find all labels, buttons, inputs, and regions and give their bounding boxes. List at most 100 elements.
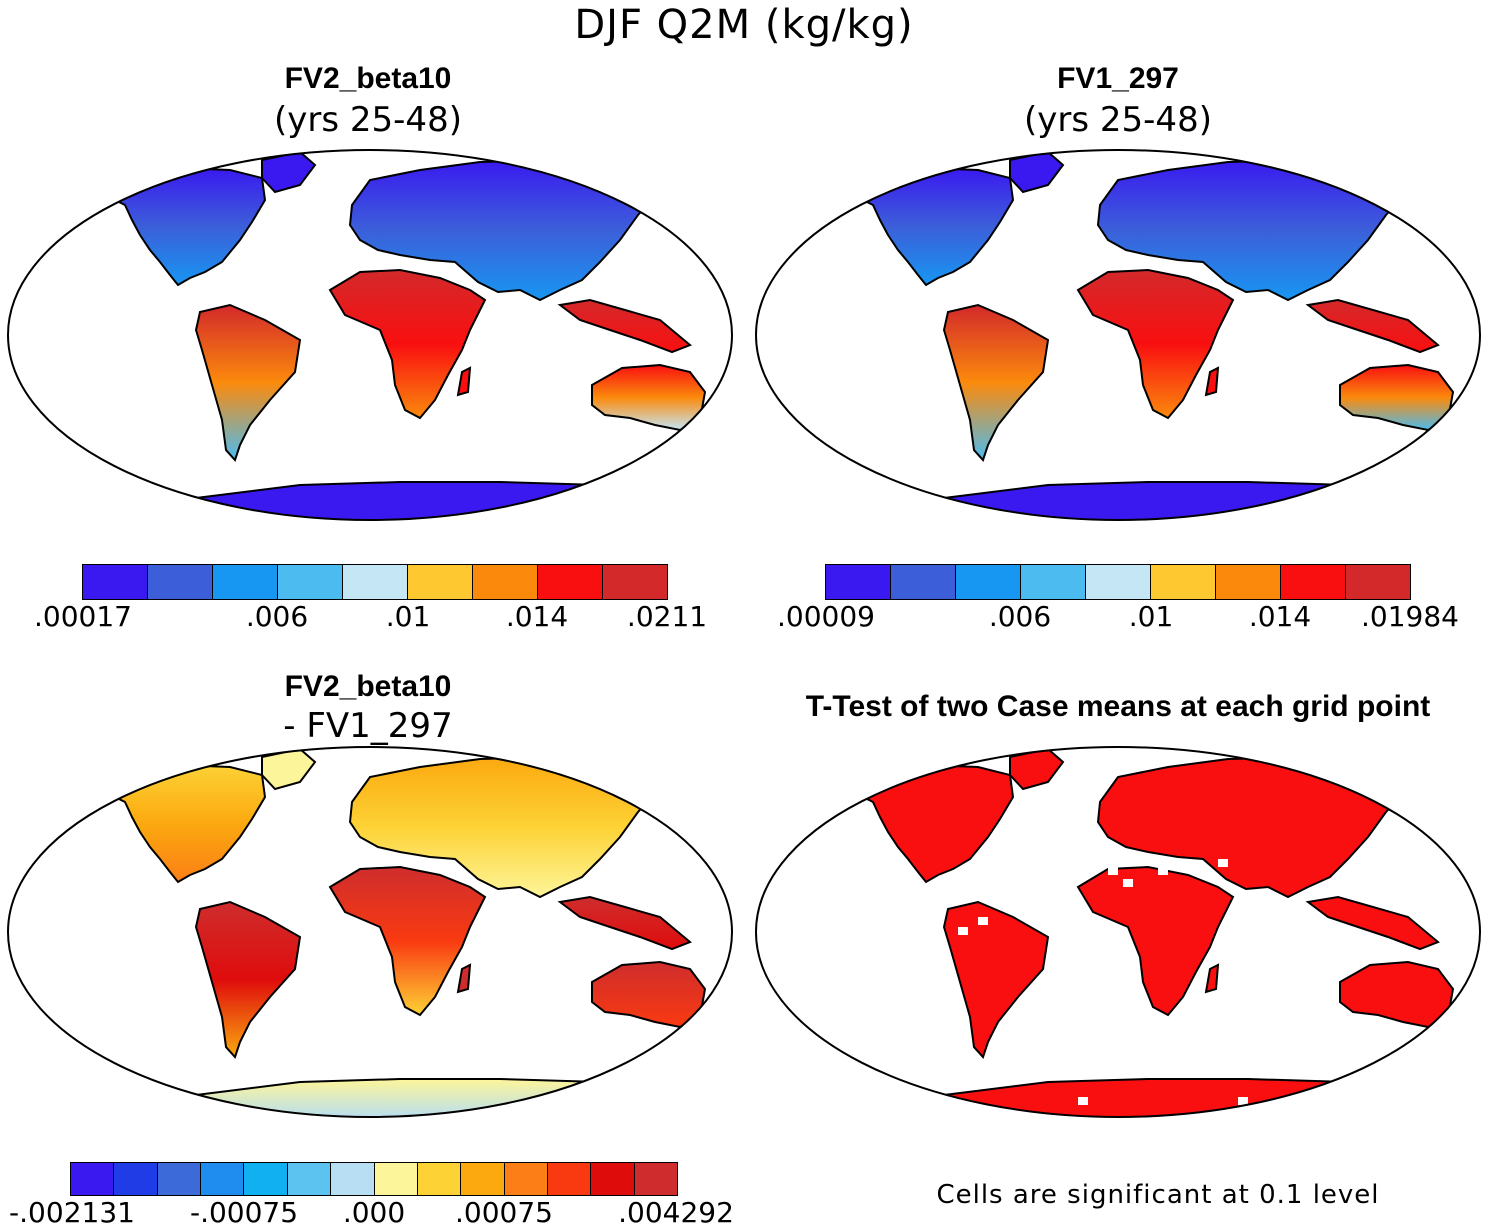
nonsignificant-cell xyxy=(958,927,968,935)
colorbar-label: .01 xyxy=(385,600,431,633)
colorbar-swatch xyxy=(244,1163,288,1195)
nonsignificant-cell xyxy=(1218,859,1228,867)
panel-1-colorbar xyxy=(82,564,668,600)
panel-1-subtitle: (yrs 25-48) xyxy=(274,100,462,140)
nonsignificant-cell xyxy=(1348,1095,1358,1103)
colorbar-swatch xyxy=(1151,565,1216,599)
colorbar-swatch xyxy=(1021,565,1086,599)
landmass-australia xyxy=(1339,960,1455,1029)
colorbar-swatch xyxy=(956,565,1021,599)
colorbar-swatch xyxy=(1086,565,1151,599)
map-border xyxy=(7,746,733,1118)
colorbar-label: .014 xyxy=(505,600,569,633)
significance-note: Cells are significant at 0.1 level xyxy=(936,1180,1380,1210)
colorbar-label: .0211 xyxy=(626,600,708,633)
colorbar-label: .01984 xyxy=(1361,600,1459,633)
nonsignificant-cell xyxy=(1268,1102,1278,1110)
landmass-seasia xyxy=(1305,298,1440,354)
colorbar-swatch xyxy=(891,565,956,599)
colorbar-label: .000 xyxy=(342,1196,406,1229)
landmass-seasia xyxy=(557,895,692,951)
nonsignificant-cell xyxy=(1238,1097,1248,1105)
colorbar-swatch xyxy=(343,565,408,599)
panel-3-colorbar xyxy=(70,1162,678,1196)
colorbar-swatch xyxy=(1346,565,1410,599)
colorbar-swatch xyxy=(538,565,603,599)
colorbar-swatch xyxy=(278,565,343,599)
landmass-samerica xyxy=(942,303,1050,462)
landmass-africa xyxy=(328,268,487,420)
panel-3-subtitle: - FV1_297 xyxy=(283,706,453,746)
colorbar-swatch xyxy=(331,1163,375,1195)
panel-2-colorbar xyxy=(825,564,1411,600)
landmass-australia xyxy=(591,960,707,1029)
colorbar-swatch xyxy=(461,1163,505,1195)
colorbar-label: .006 xyxy=(988,600,1052,633)
landmass-madagascar xyxy=(1204,366,1220,397)
panel-4-map xyxy=(755,746,1481,1118)
landmass-madagascar xyxy=(456,963,472,994)
colorbar-label: -.00075 xyxy=(189,1196,299,1229)
landmass-africa xyxy=(1076,268,1235,420)
landmass-africa xyxy=(328,865,487,1017)
nonsignificant-cell xyxy=(978,917,988,925)
colorbar-swatch xyxy=(591,1163,635,1195)
colorbar-swatch xyxy=(603,565,667,599)
colorbar-label: .014 xyxy=(1248,600,1312,633)
colorbar-swatch xyxy=(287,1163,332,1195)
panel-3-map xyxy=(7,746,733,1118)
colorbar-label: .00017 xyxy=(34,600,132,633)
colorbar-swatch xyxy=(473,565,538,599)
colorbar-label: .00009 xyxy=(777,600,875,633)
panel-2-subtitle: (yrs 25-48) xyxy=(1024,100,1212,140)
panel-1-title: FV2_beta10 xyxy=(284,62,452,95)
colorbar-swatch xyxy=(157,1163,202,1195)
landmass-africa xyxy=(1076,865,1235,1017)
nonsignificant-cell xyxy=(1078,1097,1088,1105)
colorbar-swatch xyxy=(71,1163,115,1195)
nonsignificant-cell xyxy=(1108,867,1118,875)
colorbar-swatch xyxy=(547,1163,592,1195)
landmass-samerica xyxy=(194,303,302,462)
colorbar-swatch xyxy=(201,1163,245,1195)
map-border xyxy=(7,149,733,521)
landmass-namerica xyxy=(92,166,267,287)
landmass-seasia xyxy=(557,298,692,354)
colorbar-label: .006 xyxy=(245,600,309,633)
panel-2-title: FV1_297 xyxy=(1057,62,1179,95)
panel-3-title: FV2_beta10 xyxy=(284,670,452,703)
figure-title: DJF Q2M (kg/kg) xyxy=(574,2,914,48)
nonsignificant-cell xyxy=(1188,865,1198,873)
colorbar-swatch xyxy=(213,565,278,599)
nonsignificant-cell xyxy=(1158,867,1168,875)
panel-2-map xyxy=(755,149,1481,521)
landmass-australia xyxy=(591,363,707,432)
colorbar-swatch xyxy=(408,565,473,599)
panel-1-map xyxy=(7,149,733,521)
colorbar-swatch xyxy=(826,565,891,599)
colorbar-label: .01 xyxy=(1128,600,1174,633)
landmass-seasia xyxy=(1305,895,1440,951)
colorbar-swatch xyxy=(1216,565,1281,599)
map-border xyxy=(755,746,1481,1118)
landmass-madagascar xyxy=(456,366,472,397)
nonsignificant-cell xyxy=(1308,1097,1318,1105)
colorbar-label: .00075 xyxy=(455,1196,553,1229)
colorbar-swatch xyxy=(148,565,213,599)
colorbar-swatch xyxy=(634,1163,678,1195)
colorbar-label: -.002131 xyxy=(9,1196,135,1229)
colorbar-label: .004292 xyxy=(618,1196,734,1229)
landmass-madagascar xyxy=(1204,963,1220,994)
map-border xyxy=(755,149,1481,521)
colorbar-swatch xyxy=(374,1163,418,1195)
landmass-australia xyxy=(1339,363,1455,432)
landmass-namerica xyxy=(840,763,1015,884)
landmass-samerica xyxy=(194,900,302,1059)
colorbar-swatch xyxy=(1281,565,1346,599)
colorbar-swatch xyxy=(83,565,148,599)
landmass-namerica xyxy=(840,166,1015,287)
colorbar-swatch xyxy=(114,1163,158,1195)
colorbar-swatch xyxy=(417,1163,462,1195)
colorbar-swatch xyxy=(504,1163,548,1195)
landmass-samerica xyxy=(942,900,1050,1059)
